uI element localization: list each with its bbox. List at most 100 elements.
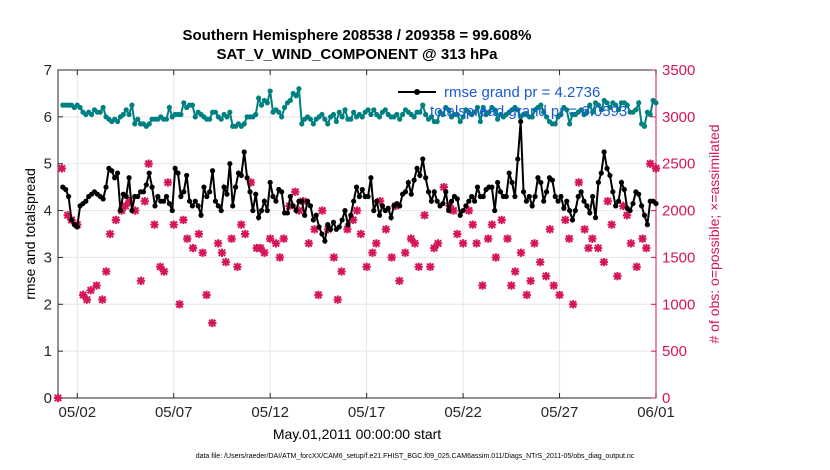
rmse-point <box>353 184 360 190</box>
rmse-point <box>428 198 434 204</box>
obs-marker <box>526 276 535 286</box>
obs-marker <box>318 206 327 215</box>
spread-point <box>578 107 584 113</box>
spread-point <box>428 114 434 120</box>
rmse-point <box>209 168 216 174</box>
rmse-point <box>114 170 121 176</box>
rmse-point <box>365 193 371 200</box>
rmse-point <box>515 156 521 162</box>
rmse-point <box>155 193 161 200</box>
rmse-point <box>636 191 642 197</box>
spread-point <box>97 109 103 115</box>
obs-marker <box>433 239 443 248</box>
obs-marker <box>198 248 207 257</box>
rmse-point <box>161 198 167 204</box>
spread-point <box>319 111 325 118</box>
spread-point <box>434 118 440 125</box>
obs-marker <box>458 239 468 248</box>
rmse-point <box>613 203 619 209</box>
spread-point <box>146 121 152 127</box>
rmse-point <box>244 175 250 181</box>
obs-marker <box>333 295 342 304</box>
rmse-point <box>561 205 567 211</box>
rmse-point <box>423 175 429 181</box>
rmse-point <box>466 198 472 204</box>
obs-marker <box>426 262 435 271</box>
obs-marker <box>622 211 632 220</box>
rmse-point <box>302 212 308 218</box>
rmse-point <box>417 172 423 179</box>
obs-marker <box>414 262 423 271</box>
spread-point <box>417 109 423 115</box>
y-tick-label-left: 0 <box>44 390 52 407</box>
obs-marker <box>150 220 159 229</box>
rmse-point <box>201 184 207 190</box>
x-tick-label: 05/17 <box>348 404 386 421</box>
rmse-point <box>575 193 581 200</box>
rmse-point <box>532 193 538 200</box>
obs-marker <box>233 262 242 271</box>
obs-marker <box>565 234 574 243</box>
rmse-point <box>567 207 573 214</box>
spread-point <box>351 109 357 115</box>
x-tick-label: 06/01 <box>637 404 675 421</box>
rmse-point <box>270 193 276 200</box>
rmse-point <box>284 210 291 216</box>
spread-point <box>552 121 558 127</box>
obs-marker <box>362 262 371 271</box>
spread-point <box>595 102 602 108</box>
y-tick-label-right: 3500 <box>662 62 695 79</box>
rmse-point <box>601 149 607 155</box>
rmse-point <box>316 224 322 230</box>
rmse-point <box>192 198 198 204</box>
obs-marker <box>208 318 217 328</box>
rmse-point <box>356 193 363 200</box>
spread-point <box>598 107 604 113</box>
rmse-point <box>368 175 374 181</box>
rmse-point <box>152 203 158 209</box>
rmse-point <box>143 182 149 188</box>
spread-point <box>166 104 172 111</box>
obs-marker <box>82 295 92 304</box>
spread-point <box>333 118 339 125</box>
rmse-point <box>238 172 244 179</box>
spread-point <box>322 116 328 122</box>
chart-title: Southern Hemisphere 208538 / 209358 = 99… <box>182 27 532 44</box>
obs-marker <box>410 239 420 248</box>
obs-marker <box>368 248 377 257</box>
spread-point <box>394 111 400 118</box>
spread-point <box>241 121 247 127</box>
spread-point <box>342 107 348 113</box>
obs-marker <box>541 272 551 281</box>
rmse-point <box>195 203 201 209</box>
rmse-point <box>627 207 633 214</box>
obs-marker <box>102 267 111 276</box>
rmse-point <box>471 198 478 204</box>
rmse-point <box>397 203 403 209</box>
obs-marker <box>503 234 512 243</box>
rmse-point <box>342 207 348 214</box>
spread-point <box>382 107 388 113</box>
rmse-point <box>256 215 262 221</box>
rmse-point <box>405 179 411 186</box>
rmse-point <box>414 165 420 171</box>
rmse-point <box>224 191 230 197</box>
spread-point <box>457 118 463 125</box>
obs-marker <box>464 206 474 215</box>
rmse-point <box>474 184 481 190</box>
y-tick-label-right: 1500 <box>662 249 695 266</box>
rmse-point <box>385 205 391 211</box>
obs-marker <box>568 300 578 309</box>
obs-marker <box>111 215 121 225</box>
data-file-footnote: data file: /Users/raeder/DAI/ATM_forcXX/… <box>195 453 635 460</box>
spread-point <box>287 97 293 104</box>
obs-marker <box>516 248 526 257</box>
spread-point <box>281 104 288 111</box>
obs-marker <box>599 257 609 267</box>
obs-marker <box>291 187 300 196</box>
rmse-point <box>460 207 466 214</box>
rmse-point <box>587 210 593 216</box>
obs-marker <box>607 220 616 229</box>
spread-point <box>492 107 498 113</box>
